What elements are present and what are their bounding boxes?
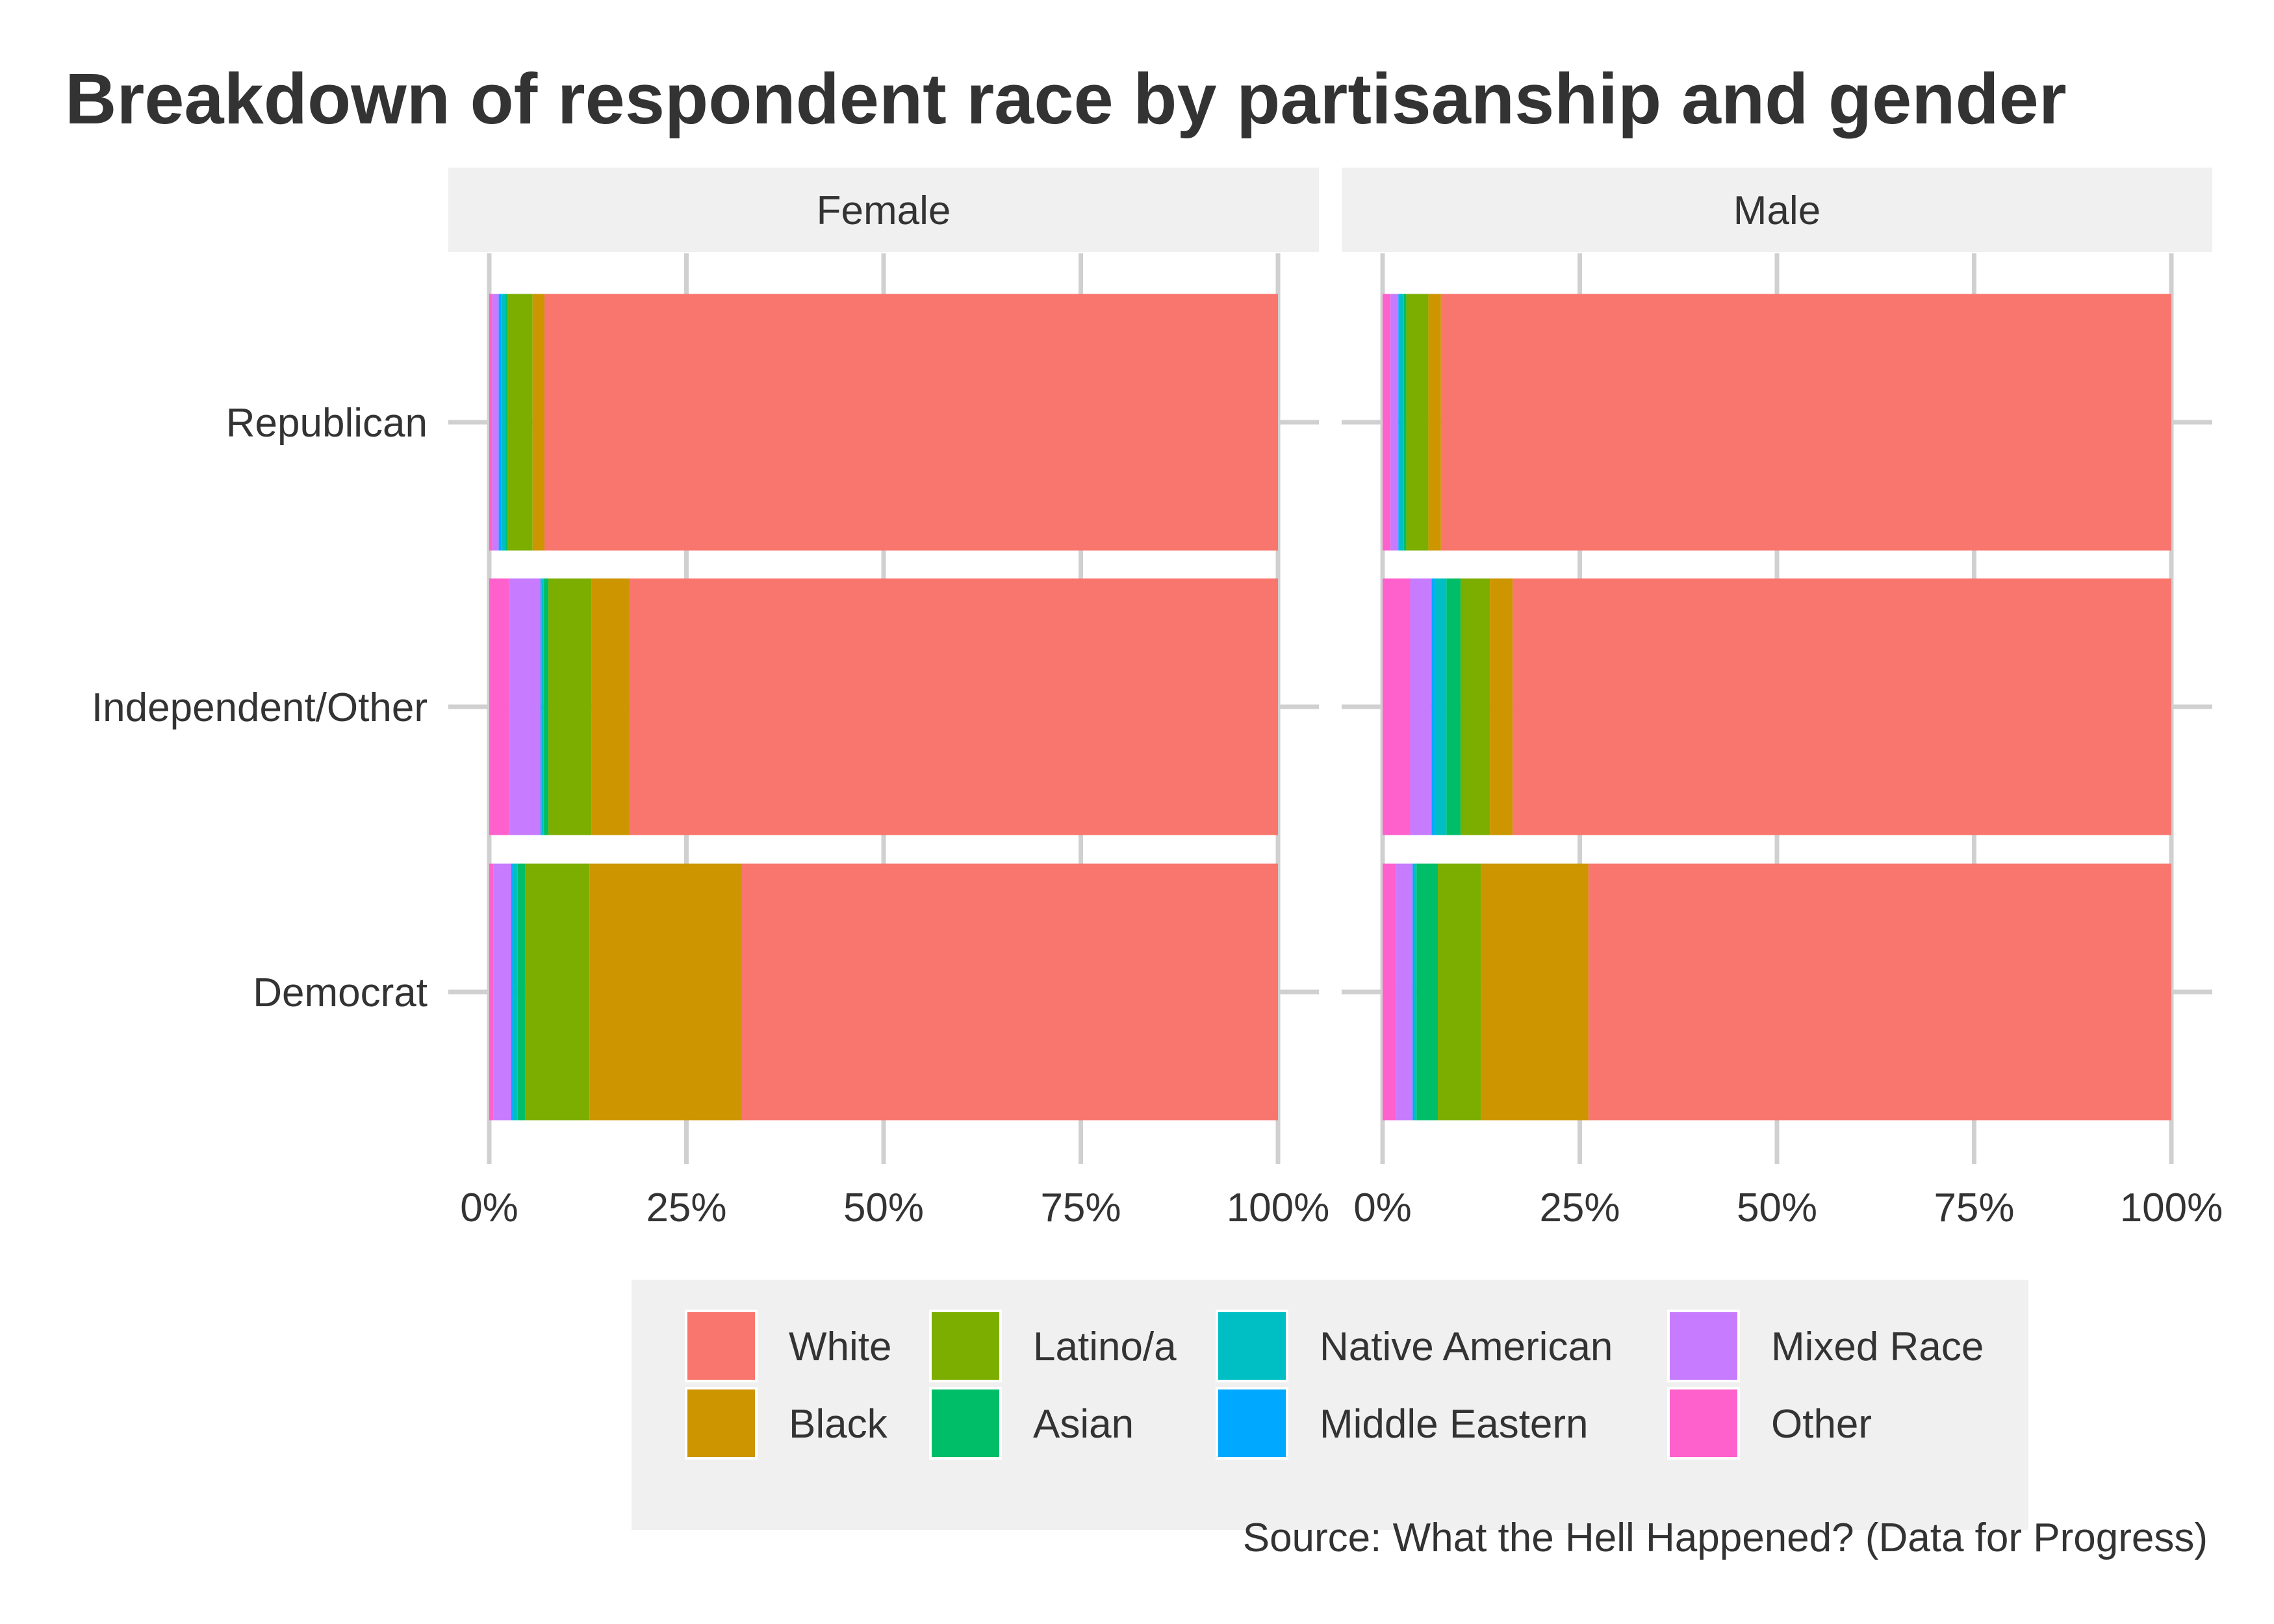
bar-segment-male-independent-other-other: [1383, 579, 1410, 835]
bar-segment-female-independent-other-black: [592, 579, 630, 835]
bar-segment-female-democrat-latino-a: [526, 864, 589, 1121]
y-axis-labels: Republican Independent/Other Democrat: [92, 401, 428, 1015]
facet-label-female: Female: [817, 188, 951, 233]
bar-segment-female-republican-other: [489, 294, 492, 551]
x-tick-label: 25%: [646, 1186, 726, 1230]
bar-segment-male-democrat-latino-a: [1438, 864, 1481, 1121]
facet-panels: Female 0% 25% 50% 75% 100% Male 0% 25% 50% 75% 100%: [448, 168, 2223, 1230]
legend-key-latino-a: [930, 1311, 1001, 1381]
x-tick-label: 50%: [843, 1186, 924, 1230]
legend-key-white: [686, 1311, 756, 1381]
bar-segment-male-republican-other: [1383, 294, 1390, 551]
legend-key-other: [1668, 1388, 1739, 1458]
chart-caption: Source: What the Hell Happened? (Data fo…: [1243, 1516, 2208, 1560]
legend-key-mixed-race: [1668, 1311, 1739, 1381]
bar-segment-female-democrat-other: [489, 864, 493, 1121]
legend-label-native-american: Native American: [1320, 1325, 1613, 1369]
bar-segment-male-independent-other-white: [1513, 579, 2171, 835]
bar-segment-female-independent-other-mixed-race: [509, 579, 541, 835]
legend-key-asian: [930, 1388, 1001, 1458]
facet-label-male: Male: [1733, 188, 1820, 233]
bar-segment-male-democrat-mixed-race: [1396, 864, 1412, 1121]
bar-segment-male-democrat-asian: [1416, 864, 1438, 1121]
bar-segment-female-republican-white: [544, 294, 1278, 551]
legend-label-asian: Asian: [1033, 1402, 1134, 1447]
bar-segment-male-democrat-native-american: [1414, 864, 1417, 1121]
x-tick-label: 50%: [1737, 1186, 1817, 1230]
bar-segment-male-democrat-white: [1589, 864, 2171, 1121]
y-tick-label-republican: Republican: [226, 401, 428, 446]
bar-segment-female-independent-other-white: [630, 579, 1278, 835]
legend-key-black: [686, 1388, 756, 1458]
bar-segment-male-democrat-middle-eastern: [1412, 864, 1414, 1121]
bar-segment-female-independent-other-asian: [544, 579, 548, 835]
legend-label-latino-a: Latino/a: [1033, 1325, 1177, 1369]
bar-segment-female-democrat-native-american: [513, 864, 517, 1121]
bar-segment-male-independent-other-mixed-race: [1410, 579, 1431, 835]
bar-segment-female-democrat-white: [741, 864, 1278, 1121]
bar-segment-female-republican-native-american: [501, 294, 505, 551]
legend: White Latino/a Native American Mixed Race Bl…: [632, 1280, 2028, 1530]
bar-segment-male-republican-white: [1441, 294, 2171, 551]
bar-segment-male-republican-asian: [1404, 294, 1407, 551]
bar-segment-male-republican-mixed-race: [1390, 294, 1398, 551]
bar-segment-female-democrat-black: [589, 864, 741, 1121]
bar-segment-female-republican-black: [533, 294, 544, 551]
bar-segment-female-democrat-asian: [518, 864, 526, 1121]
bar-segment-female-republican-asian: [505, 294, 507, 551]
y-tick-label-independent-other: Independent/Other: [92, 685, 428, 730]
legend-label-white: White: [789, 1325, 891, 1369]
x-tick-label: 0%: [460, 1186, 518, 1230]
x-tick-label: 100%: [1227, 1186, 1330, 1230]
legend-label-middle-eastern: Middle Eastern: [1320, 1402, 1589, 1447]
bar-segment-female-democrat-mixed-race: [493, 864, 511, 1121]
bar-segment-male-democrat-other: [1383, 864, 1396, 1121]
bar-segment-male-independent-other-black: [1490, 579, 1513, 835]
legend-label-mixed-race: Mixed Race: [1771, 1325, 1984, 1369]
legend-key-middle-eastern: [1217, 1388, 1287, 1458]
bar-segment-male-independent-other-asian: [1446, 579, 1461, 835]
bar-segment-male-republican-latino-a: [1406, 294, 1428, 551]
chart-title: Breakdown of respondent race by partisan…: [65, 59, 2067, 139]
bar-segment-male-republican-native-american: [1400, 294, 1404, 551]
bar-segment-male-independent-other-native-american: [1435, 579, 1446, 835]
bar-segment-female-independent-other-other: [489, 579, 509, 835]
bar-segment-male-republican-middle-eastern: [1398, 294, 1399, 551]
facet-panel-male: Male 0% 25% 50% 75% 100%: [1342, 168, 2223, 1230]
bar-segment-female-republican-middle-eastern: [499, 294, 502, 551]
facet-panel-female: Female 0% 25% 50% 75% 100%: [448, 168, 1329, 1230]
bar-segment-female-independent-other-native-american: [541, 579, 544, 835]
bar-segment-female-republican-latino-a: [507, 294, 533, 551]
y-tick-label-democrat: Democrat: [253, 971, 428, 1015]
bar-segment-female-independent-other-latino-a: [548, 579, 592, 835]
x-tick-label: 75%: [1040, 1186, 1121, 1230]
bar-segment-male-independent-other-latino-a: [1461, 579, 1490, 835]
bar-segment-female-republican-mixed-race: [492, 294, 499, 551]
legend-key-native-american: [1217, 1311, 1287, 1381]
x-tick-label: 75%: [1934, 1186, 2014, 1230]
legend-label-black: Black: [789, 1402, 888, 1447]
bar-segment-male-democrat-black: [1481, 864, 1589, 1121]
x-tick-label: 100%: [2120, 1186, 2223, 1230]
x-tick-label: 0%: [1353, 1186, 1412, 1230]
bar-segment-male-republican-black: [1428, 294, 1440, 551]
bar-segment-male-independent-other-middle-eastern: [1431, 579, 1435, 835]
legend-label-other: Other: [1771, 1402, 1872, 1447]
bar-segment-female-democrat-middle-eastern: [511, 864, 513, 1121]
x-tick-label: 25%: [1539, 1186, 1620, 1230]
